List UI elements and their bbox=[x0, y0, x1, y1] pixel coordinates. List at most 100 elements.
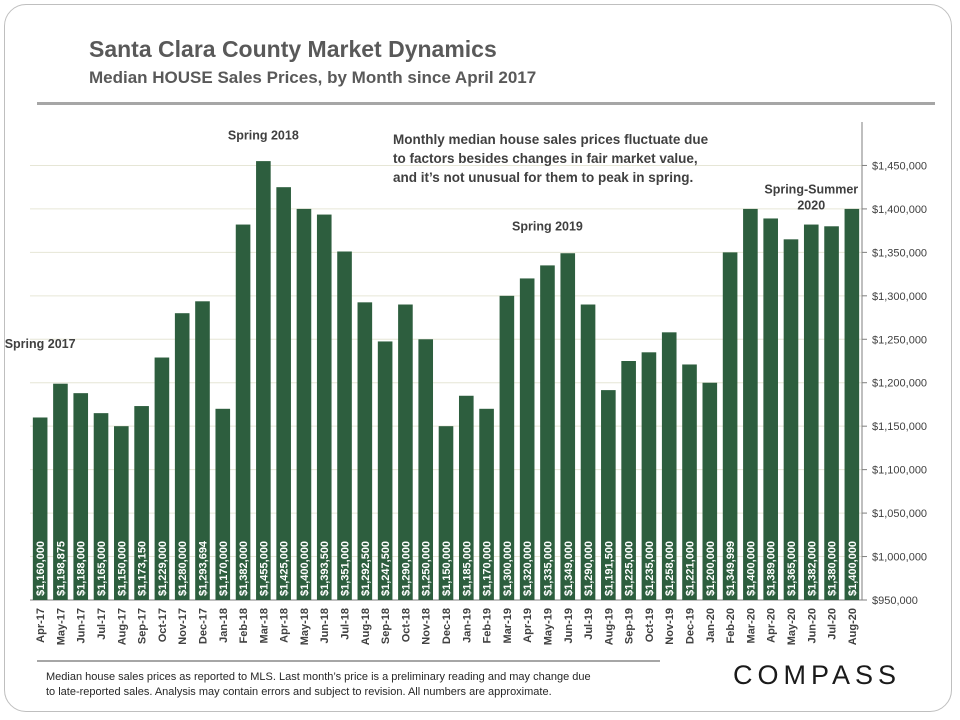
bar bbox=[499, 295, 515, 600]
y-tick-label: $1,150,000 bbox=[872, 421, 927, 433]
bar bbox=[174, 313, 190, 600]
chart-annotation: 2020 bbox=[797, 198, 825, 212]
bar-data-label: $1,380,000 bbox=[827, 541, 839, 596]
bar-data-label: $1,150,000 bbox=[116, 541, 128, 596]
y-tick-label: $1,450,000 bbox=[872, 160, 927, 172]
bar bbox=[114, 426, 129, 600]
x-tick-label: Jul-19 bbox=[583, 608, 595, 640]
bar bbox=[134, 406, 149, 600]
compass-logo: COMPASS bbox=[733, 660, 902, 690]
bar bbox=[357, 302, 373, 600]
bar bbox=[337, 251, 352, 600]
bar-data-label: $1,247,500 bbox=[380, 541, 392, 596]
bar bbox=[661, 332, 677, 600]
bar-data-label: $1,382,000 bbox=[238, 541, 250, 596]
bar bbox=[398, 304, 413, 600]
bar bbox=[580, 304, 596, 600]
bar bbox=[560, 253, 576, 600]
x-tick-label: Jun-19 bbox=[563, 608, 575, 643]
x-tick-label: Apr-19 bbox=[522, 608, 534, 643]
bar-data-label: $1,225,000 bbox=[624, 541, 636, 596]
bar-data-label: $1,393,500 bbox=[319, 541, 331, 596]
bar bbox=[540, 265, 555, 600]
bar-data-label: $1,280,000 bbox=[177, 541, 189, 596]
bar bbox=[235, 224, 251, 600]
bar bbox=[32, 417, 48, 600]
x-tick-label: Jul-17 bbox=[96, 608, 108, 640]
bar-data-label: $1,191,500 bbox=[603, 541, 615, 596]
bar bbox=[195, 301, 210, 600]
bar bbox=[824, 226, 839, 601]
x-tick-label: Nov-18 bbox=[421, 608, 433, 645]
bar-data-label: $1,160,000 bbox=[35, 541, 47, 596]
bar-data-label: $1,188,000 bbox=[76, 541, 88, 596]
bar bbox=[53, 383, 68, 600]
chart-note: Monthly median house sales prices fluctu… bbox=[393, 130, 753, 187]
bar bbox=[641, 352, 657, 600]
x-tick-label: Mar-20 bbox=[745, 608, 757, 643]
x-tick-label: Mar-18 bbox=[258, 608, 270, 643]
bar bbox=[154, 357, 170, 600]
x-tick-label: Feb-18 bbox=[238, 608, 250, 643]
chart-title: Santa Clara County Market Dynamics bbox=[89, 36, 497, 62]
x-tick-label: Dec-19 bbox=[685, 608, 697, 644]
bar-data-label: $1,455,000 bbox=[258, 541, 270, 596]
y-tick-label: $1,000,000 bbox=[872, 552, 927, 564]
bar bbox=[844, 208, 860, 600]
x-tick-label: Aug-18 bbox=[360, 608, 372, 645]
bar-data-label: $1,382,000 bbox=[806, 541, 818, 596]
y-tick-label: $1,300,000 bbox=[872, 291, 927, 303]
chart-annotation: Spring 2018 bbox=[228, 128, 299, 142]
bar bbox=[682, 364, 697, 600]
footnote-divider bbox=[37, 660, 660, 662]
bar-data-label: $1,198,875 bbox=[55, 541, 67, 596]
note-line: to factors besides changes in fair marke… bbox=[393, 151, 698, 166]
note-line: Monthly median house sales prices fluctu… bbox=[393, 132, 709, 147]
bar bbox=[73, 393, 89, 600]
bar bbox=[458, 395, 474, 600]
y-tick-label: $1,350,000 bbox=[872, 247, 927, 259]
bar bbox=[743, 208, 758, 600]
bar-data-label: $1,170,000 bbox=[218, 541, 230, 596]
x-tick-label: Nov-17 bbox=[177, 608, 189, 645]
x-tick-label: Jul-18 bbox=[340, 608, 352, 640]
bar bbox=[803, 224, 819, 600]
chart-annotation: Spring 2017 bbox=[5, 337, 76, 351]
bar-data-label: $1,165,000 bbox=[96, 541, 108, 596]
bar-data-label: $1,400,000 bbox=[745, 541, 757, 596]
bar-data-label: $1,389,000 bbox=[766, 541, 778, 596]
bar-data-label: $1,292,500 bbox=[360, 541, 372, 596]
bar-data-label: $1,170,000 bbox=[482, 541, 494, 596]
bar bbox=[296, 208, 312, 600]
x-tick-label: May-18 bbox=[299, 608, 311, 645]
bar bbox=[418, 339, 434, 600]
x-tick-label: May-17 bbox=[55, 608, 67, 645]
bar-data-label: $1,293,694 bbox=[197, 540, 209, 596]
y-tick-label: $1,250,000 bbox=[872, 334, 927, 346]
bar bbox=[316, 214, 332, 601]
y-tick-label: $1,100,000 bbox=[872, 465, 927, 477]
bar bbox=[763, 218, 778, 600]
bar-data-label: $1,235,000 bbox=[644, 541, 656, 596]
bar-data-label: $1,250,000 bbox=[421, 541, 433, 596]
x-tick-label: Aug-19 bbox=[603, 608, 615, 645]
bar bbox=[276, 187, 291, 600]
x-tick-label: Dec-18 bbox=[441, 608, 453, 644]
x-tick-label: Jan-19 bbox=[461, 608, 473, 643]
x-tick-label: Apr-20 bbox=[766, 608, 778, 643]
y-tick-label: $1,200,000 bbox=[872, 378, 927, 390]
bar-data-label: $1,221,000 bbox=[685, 541, 697, 596]
x-tick-label: Jan-18 bbox=[218, 608, 230, 643]
x-tick-label: May-19 bbox=[542, 608, 554, 645]
x-tick-label: Oct-18 bbox=[400, 608, 412, 642]
note-line: and it’s not unusual for them to peak in… bbox=[393, 170, 694, 185]
x-tick-label: Oct-17 bbox=[157, 608, 169, 642]
bar-data-label: $1,290,000 bbox=[583, 541, 595, 596]
footnote: Median house sales prices as reported to… bbox=[46, 670, 686, 700]
bar-data-label: $1,400,000 bbox=[299, 541, 311, 596]
x-tick-label: Oct-19 bbox=[644, 608, 656, 642]
bar-data-label: $1,150,000 bbox=[441, 541, 453, 596]
bar-data-label: $1,173,150 bbox=[137, 541, 149, 596]
bar-data-label: $1,365,000 bbox=[786, 541, 798, 596]
bar bbox=[722, 252, 738, 600]
